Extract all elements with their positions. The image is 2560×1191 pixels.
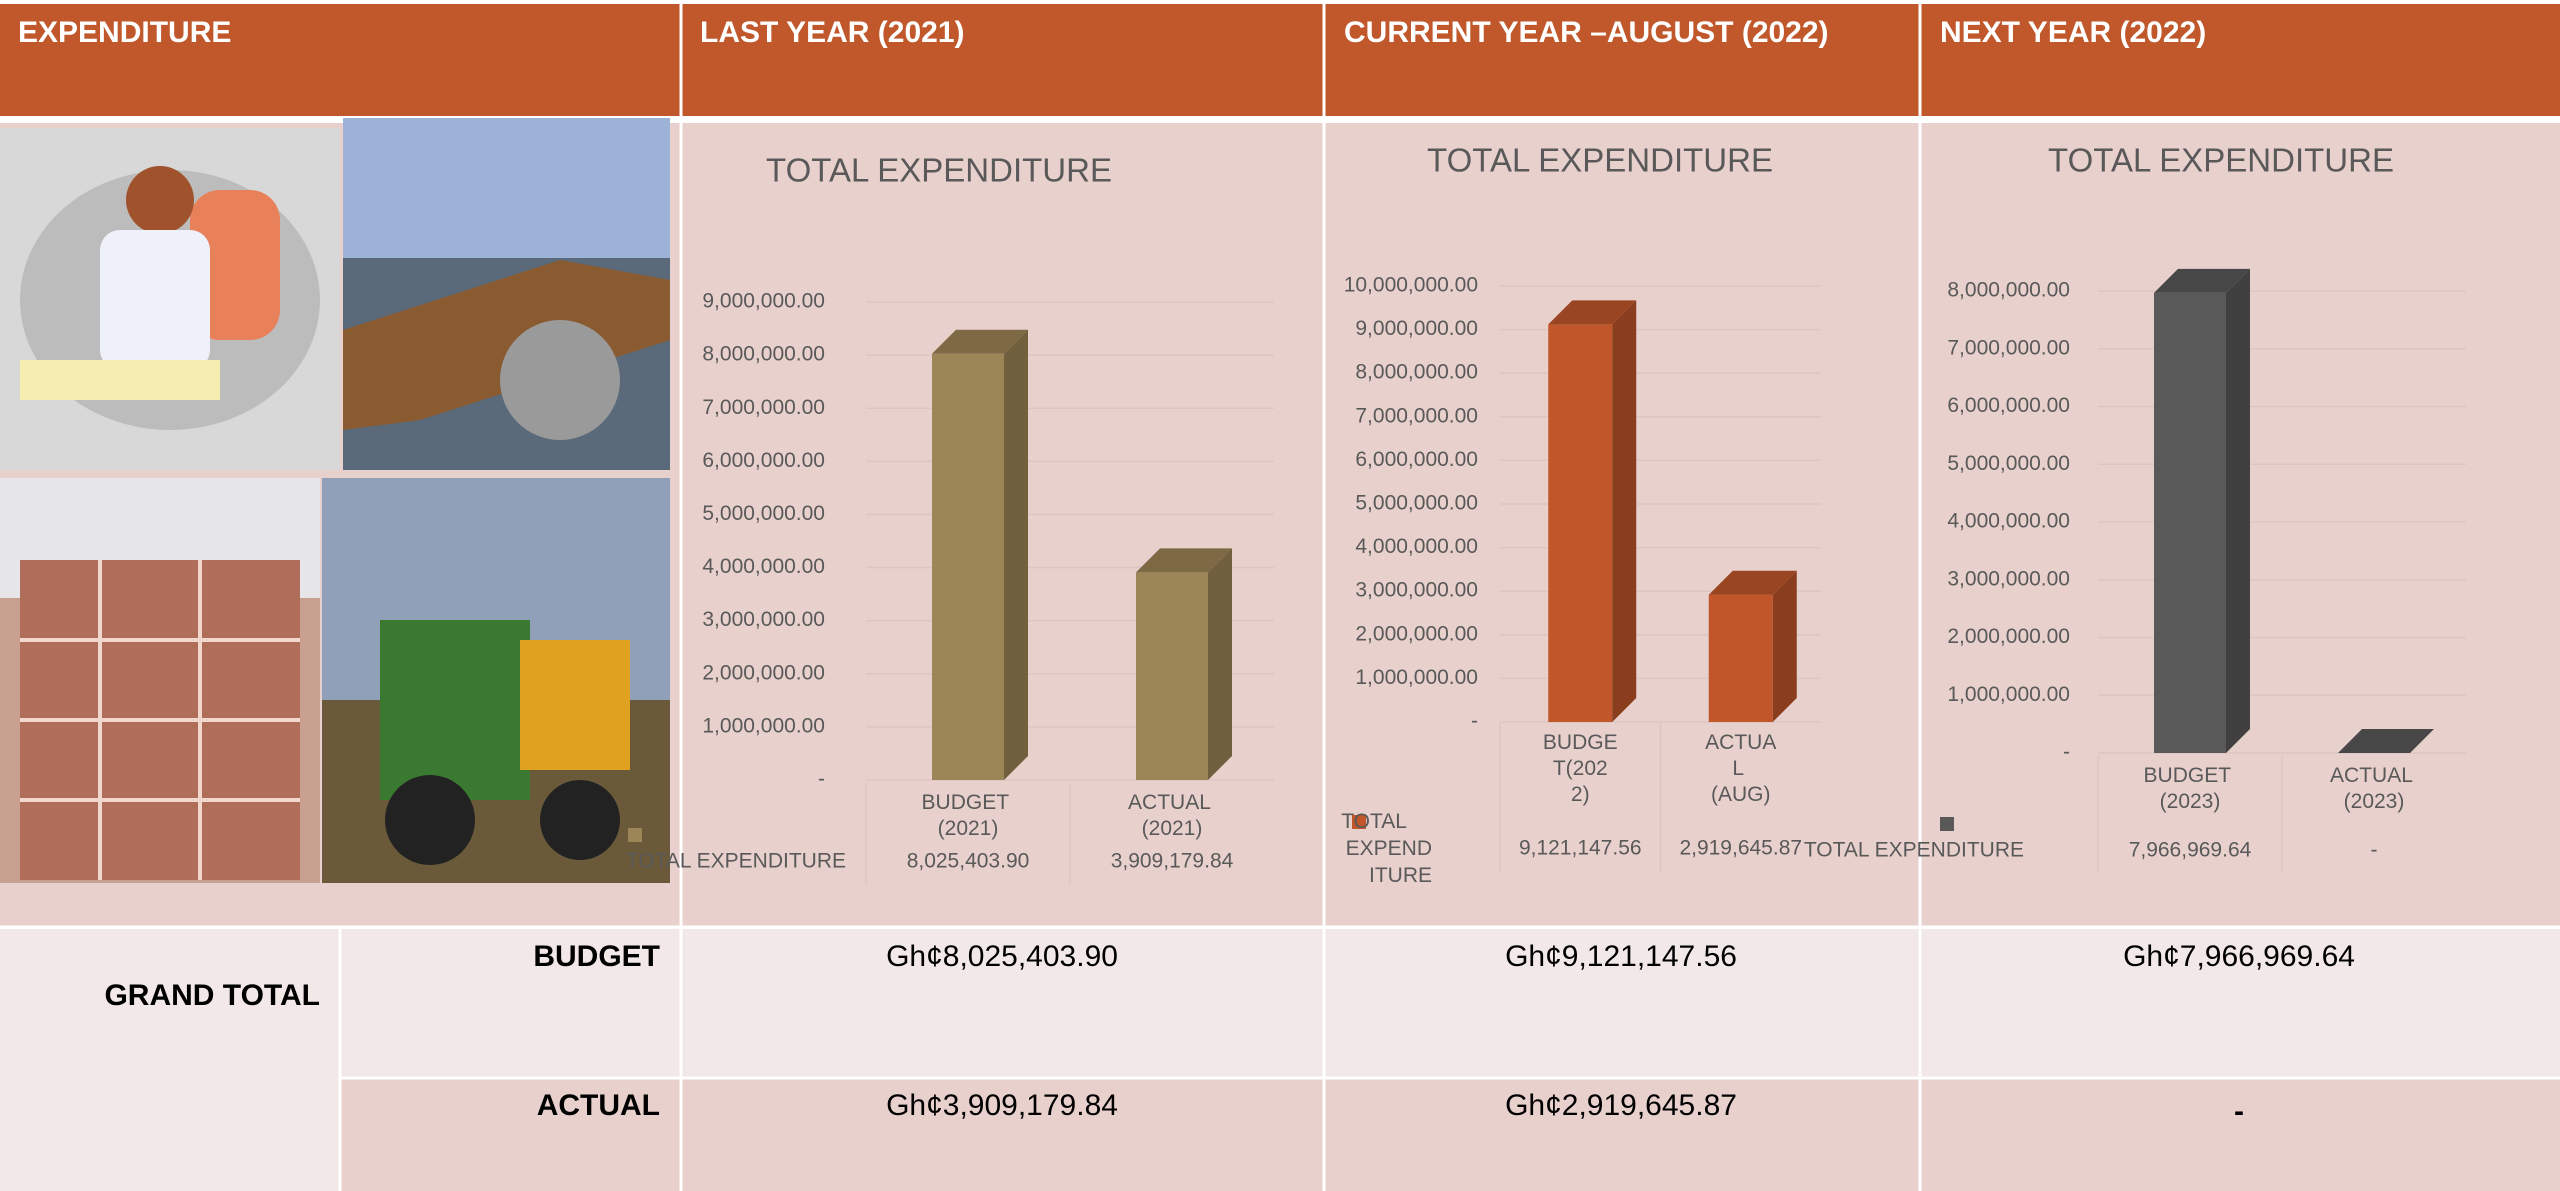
category-label: ACTUA L (AUG)	[1705, 731, 1776, 806]
y-tick-label: 8,000,000.00	[1355, 361, 1478, 384]
y-tick-label: 6,000,000.00	[1947, 394, 2070, 417]
legend-label: TOTAL EXPENDITURE	[1804, 839, 2024, 862]
budget-row	[0, 929, 2560, 1077]
bar-top	[1136, 548, 1232, 573]
photos	[0, 118, 670, 883]
y-tick-label: -	[818, 768, 825, 791]
bar-side	[2226, 268, 2250, 753]
bar-front	[1548, 324, 1613, 722]
bar-side	[1612, 300, 1637, 722]
legend-swatch	[1352, 815, 1366, 829]
data-table-value: 3,909,179.84	[1111, 850, 1234, 873]
y-tick-label: 8,000,000.00	[702, 343, 825, 366]
total-cell: -	[2234, 1095, 2244, 1128]
header-text: CURRENT YEAR –AUGUST (2022)	[1344, 16, 1829, 49]
legend-swatch	[1940, 817, 1954, 831]
y-tick-label: 7,000,000.00	[1947, 336, 2070, 359]
legend-label: TOTAL EXPENDITURE	[626, 850, 846, 873]
y-tick-label: 7,000,000.00	[1355, 404, 1478, 427]
header-text: NEXT YEAR (2022)	[1940, 16, 2206, 49]
y-tick-label: 2,000,000.00	[1355, 622, 1478, 645]
y-tick-label: 5,000,000.00	[702, 502, 825, 525]
actual-row	[0, 1079, 2560, 1191]
grand-total-label: GRAND TOTAL	[104, 979, 320, 1012]
y-tick-label: 9,000,000.00	[1355, 317, 1478, 340]
row-label: BUDGET	[533, 940, 660, 973]
total-cell: Gh¢7,966,969.64	[2123, 940, 2355, 973]
bar-front	[1708, 594, 1773, 722]
row-label: ACTUAL	[537, 1089, 660, 1122]
y-tick-label: 3,000,000.00	[1355, 579, 1478, 602]
category-label: BUDGET (2021)	[922, 791, 1015, 840]
bar-front	[932, 353, 1004, 780]
grand-total-cell	[0, 929, 340, 1191]
y-tick-label: 9,000,000.00	[702, 290, 825, 313]
y-tick-label: 10,000,000.00	[1344, 274, 1478, 297]
data-table-value: 9,121,147.56	[1519, 837, 1642, 860]
data-table-value: 2,919,645.87	[1679, 837, 1802, 860]
chart-title: TOTAL EXPENDITURE	[2048, 142, 2394, 179]
data-table-value: 8,025,403.90	[907, 850, 1030, 873]
bar-front	[2154, 292, 2226, 753]
data-table-value: -	[2371, 839, 2378, 862]
header-band	[0, 4, 2560, 116]
y-tick-label: 4,000,000.00	[1947, 510, 2070, 533]
bar-top	[1548, 300, 1637, 325]
bar-side	[1208, 548, 1232, 780]
y-tick-label: -	[1471, 710, 1478, 733]
header-text: EXPENDITURE	[18, 16, 231, 49]
bar-side	[1004, 329, 1028, 780]
total-cell: Gh¢2,919,645.87	[1505, 1089, 1737, 1122]
y-tick-label: 4,000,000.00	[702, 555, 825, 578]
y-tick-label: 5,000,000.00	[1947, 452, 2070, 475]
y-tick-label: -	[2063, 741, 2070, 764]
header-text: LAST YEAR (2021)	[700, 16, 965, 49]
category-label: ACTUAL (2023)	[2330, 764, 2418, 813]
y-tick-label: 1,000,000.00	[1947, 683, 2070, 706]
total-cell: Gh¢9,121,147.56	[1505, 940, 1737, 973]
legend-swatch	[628, 828, 642, 842]
y-tick-label: 2,000,000.00	[1947, 625, 2070, 648]
category-label: BUDGE T(202 2)	[1543, 731, 1618, 806]
category-label: ACTUAL (2021)	[1128, 791, 1216, 840]
y-tick-label: 3,000,000.00	[1947, 567, 2070, 590]
bar-side	[1772, 570, 1797, 722]
y-tick-label: 1,000,000.00	[702, 714, 825, 737]
y-tick-label: 5,000,000.00	[1355, 492, 1478, 515]
bar-top	[1708, 570, 1797, 595]
bar-top	[2338, 729, 2434, 753]
chart-title: TOTAL EXPENDITURE	[1427, 142, 1773, 179]
chart-title: TOTAL EXPENDITURE	[766, 152, 1112, 189]
bar-top	[932, 329, 1028, 354]
y-tick-label: 3,000,000.00	[702, 608, 825, 631]
total-cell: Gh¢3,909,179.84	[886, 1089, 1118, 1122]
total-cell: Gh¢8,025,403.90	[886, 940, 1118, 973]
category-label: BUDGET (2023)	[2144, 764, 2237, 813]
y-tick-label: 1,000,000.00	[1355, 666, 1478, 689]
y-tick-label: 6,000,000.00	[1355, 448, 1478, 471]
bar-front	[1136, 572, 1208, 780]
y-tick-label: 8,000,000.00	[1947, 279, 2070, 302]
y-tick-label: 7,000,000.00	[702, 396, 825, 419]
data-table-value: 7,966,969.64	[2129, 839, 2252, 862]
y-tick-label: 2,000,000.00	[702, 661, 825, 684]
bar-top	[2154, 268, 2250, 293]
y-tick-label: 4,000,000.00	[1355, 535, 1478, 558]
y-tick-label: 6,000,000.00	[702, 449, 825, 472]
